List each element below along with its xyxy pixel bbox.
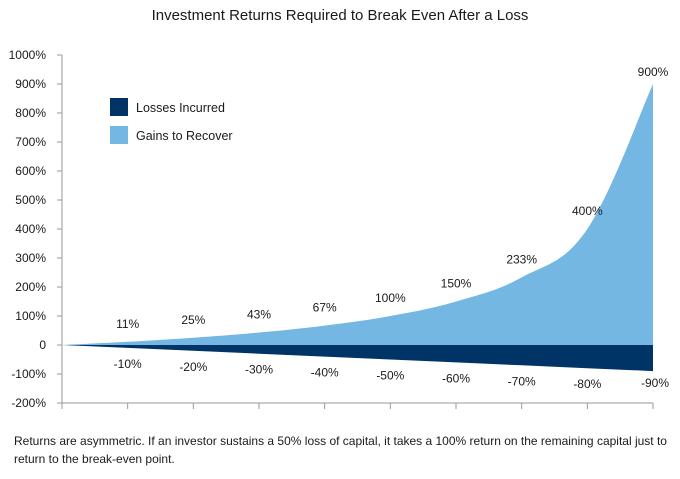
y-tick-label: -100%: [11, 367, 46, 381]
loss-data-label: -10%: [114, 357, 142, 371]
loss-data-label: -20%: [179, 360, 207, 374]
gain-data-label: 233%: [506, 252, 537, 266]
y-tick-label: -200%: [11, 396, 46, 410]
gain-data-label: 11%: [116, 317, 139, 331]
gain-data-label: 100%: [375, 291, 406, 305]
loss-data-label: -30%: [245, 363, 273, 377]
loss-data-label: -90%: [641, 376, 669, 390]
gains-area: [62, 84, 653, 345]
y-tick-label: 100%: [15, 309, 46, 323]
y-tick-label: 700%: [15, 135, 46, 149]
y-tick-label: 200%: [15, 280, 46, 294]
legend-swatch: [110, 98, 128, 116]
gain-data-label: 150%: [441, 277, 472, 291]
gain-data-label: 900%: [638, 65, 669, 79]
gain-data-label: 67%: [313, 301, 337, 315]
loss-data-label: -50%: [376, 369, 404, 383]
y-tick-label: 900%: [15, 77, 46, 91]
gain-data-label: 25%: [181, 313, 205, 327]
chart-legend: Losses Incurred Gains to Recover: [110, 98, 233, 144]
losses-area: [62, 345, 653, 372]
y-tick-label: 500%: [15, 193, 46, 207]
y-tick-label: 800%: [15, 106, 46, 120]
chart-plot: 1000% 900% 800% 700% 600% 500% 400% 300% 200% 100…: [9, 48, 670, 410]
y-tick-label: 600%: [15, 164, 46, 178]
gain-data-label: 43%: [247, 308, 271, 322]
loss-data-label: -70%: [508, 374, 536, 388]
legend-swatch: [110, 126, 128, 144]
y-tick-label: 300%: [15, 251, 46, 265]
legend-label: Gains to Recover: [136, 129, 233, 143]
y-tick-label: 1000%: [9, 48, 47, 62]
gain-data-label: 400%: [572, 204, 603, 218]
y-tick-label: 400%: [15, 222, 46, 236]
legend-label: Losses Incurred: [136, 101, 225, 115]
chart-title: Investment Returns Required to Break Eve…: [151, 7, 529, 24]
footnote-text: Returns are asymmetric. If an investor s…: [14, 434, 667, 466]
loss-data-label: -40%: [311, 366, 339, 380]
y-tick-label: 0: [39, 338, 46, 352]
loss-data-label: -80%: [573, 377, 601, 391]
loss-data-label: -60%: [442, 371, 470, 385]
